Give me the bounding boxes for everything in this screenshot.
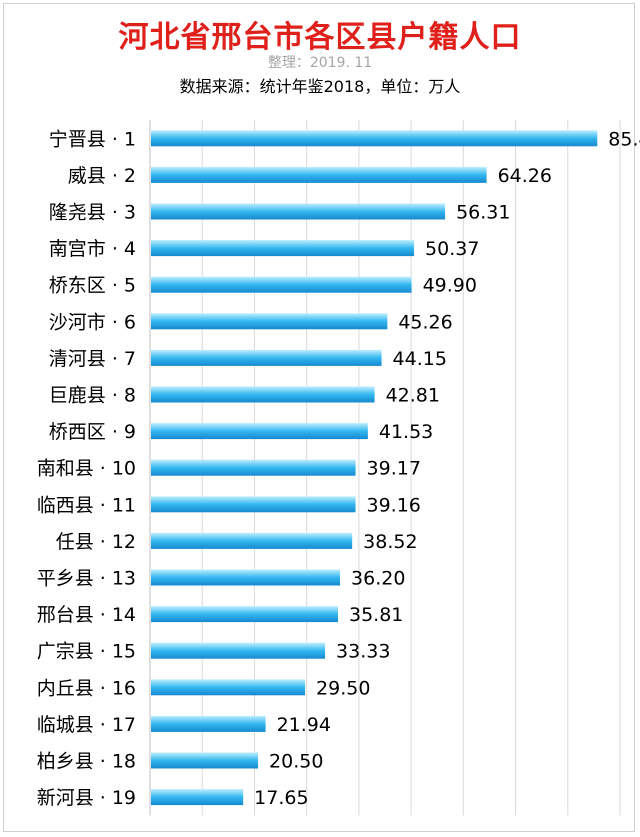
bar: [151, 130, 598, 147]
bar: [151, 532, 353, 549]
value-label: 21.94: [277, 714, 331, 736]
category-label: 清河县 · 7: [49, 348, 136, 370]
chart-title: 河北省邢台市各区县户籍人口: [118, 20, 522, 55]
bars: 宁晋县 · 1 85.46 威县 · 2 64.26 隆尧县 · 3 56.31 南宫市 ·…: [37, 128, 640, 809]
category-label: 临城县 · 17: [37, 714, 136, 736]
bar: [151, 642, 326, 659]
bar: [151, 386, 375, 403]
category-label: 威县 · 2: [68, 165, 136, 187]
category-label: 桥东区 · 5: [49, 275, 136, 297]
category-label: 南和县 · 10: [37, 458, 136, 480]
value-label: 44.15: [393, 348, 447, 370]
category-label: 平乡县 · 13: [37, 568, 136, 590]
value-label: 20.50: [269, 751, 323, 773]
value-label: 33.33: [336, 641, 390, 663]
value-label: 17.65: [254, 787, 308, 809]
bar: [151, 459, 356, 476]
category-label: 南宫市 · 4: [49, 238, 136, 260]
value-label: 56.31: [456, 202, 510, 224]
category-label: 邢台县 · 14: [37, 604, 136, 626]
chart-frame: [3, 3, 635, 832]
category-label: 新河县 · 19: [37, 787, 136, 809]
category-label: 宁晋县 · 1: [49, 128, 136, 150]
bar: [151, 203, 446, 220]
category-label: 任县 · 12: [56, 531, 136, 553]
bar: [151, 349, 382, 366]
value-label: 45.26: [398, 311, 452, 333]
bar: [151, 423, 368, 440]
category-label: 柏乡县 · 18: [37, 751, 136, 773]
category-label: 广宗县 · 15: [37, 641, 136, 663]
value-label: 36.20: [351, 568, 405, 590]
bar: [151, 606, 339, 623]
bar: [151, 789, 244, 806]
value-label: 50.37: [425, 238, 479, 260]
bar: [151, 569, 341, 586]
category-label: 隆尧县 · 3: [49, 202, 136, 224]
category-label: 临西县 · 11: [37, 494, 136, 516]
bar: [151, 166, 487, 183]
category-label: 沙河市 · 6: [49, 311, 136, 333]
bar: [151, 496, 356, 513]
bar: [151, 752, 259, 769]
value-label: 64.26: [498, 165, 552, 187]
bar: [151, 276, 412, 293]
value-label: 38.52: [363, 531, 417, 553]
bar: [151, 679, 306, 696]
value-label: 35.81: [349, 604, 403, 626]
bar: [151, 240, 415, 257]
value-label: 39.17: [367, 458, 421, 480]
bar: [151, 715, 266, 732]
value-label: 41.53: [379, 421, 433, 443]
category-label: 内丘县 · 16: [37, 677, 136, 699]
bar: [151, 313, 388, 330]
value-label: 49.90: [423, 275, 477, 297]
value-label: 42.81: [386, 385, 440, 407]
category-label: 巨鹿县 · 8: [49, 385, 136, 407]
value-label: 29.50: [316, 677, 370, 699]
chart-subtitle: 数据来源：统计年鉴2018，单位：万人: [179, 77, 461, 96]
value-label: 39.16: [367, 494, 421, 516]
value-label: 85.46: [608, 128, 640, 150]
chart-note: 整理：2019. 11: [267, 55, 373, 71]
category-label: 桥西区 · 9: [49, 421, 136, 443]
